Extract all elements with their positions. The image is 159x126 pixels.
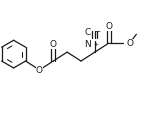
Text: +: +	[94, 42, 99, 47]
Text: O: O	[126, 39, 133, 48]
Text: −: −	[94, 29, 100, 35]
Text: O: O	[36, 66, 43, 75]
Text: N: N	[84, 40, 91, 49]
Text: C: C	[85, 28, 91, 37]
Text: O: O	[105, 22, 112, 31]
Text: O: O	[50, 40, 57, 49]
